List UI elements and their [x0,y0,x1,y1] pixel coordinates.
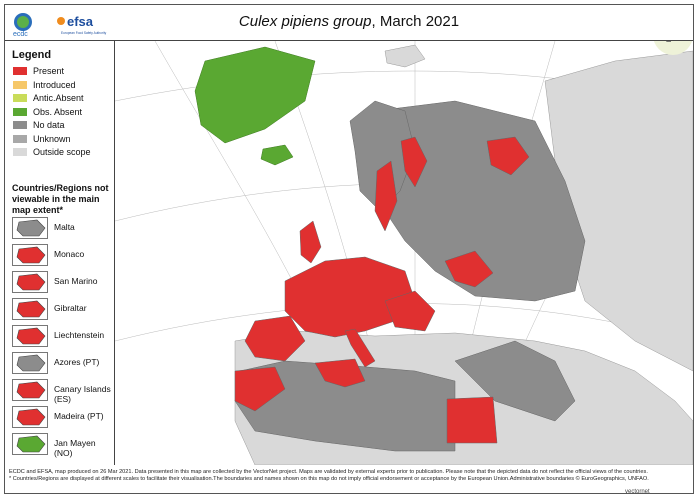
legend-item-introduced: Introduced [13,79,76,91]
extent-item-canary-islands-es: Canary Islands (ES) [12,379,112,404]
expand-button[interactable] [653,41,693,55]
legend-item-present: Present [13,65,64,77]
legend-label: Introduced [33,79,76,90]
extent-label: Jan Mayen (NO) [54,438,96,458]
legend-label: Unknown [33,133,71,144]
nodata-middle-east [454,340,576,422]
present-morocco [234,366,286,412]
extent-item-jan-mayen-no: Jan Mayen (NO) [12,433,112,458]
extent-label: Madeira (PT) [54,411,104,421]
legend-swatch [13,148,27,156]
extent-item-azores-pt: Azores (PT) [12,352,112,374]
extent-thumbnail [12,244,48,266]
legend-swatch [13,67,27,75]
extent-label: Azores (PT) [54,357,100,367]
present-finland [400,136,428,188]
map-canvas[interactable] [115,41,693,465]
present-iberia [244,315,306,362]
legend-swatch [13,121,27,129]
europe-map [115,41,693,465]
footer-line2: * Countries/Regions are displayed at dif… [9,476,649,482]
extent-title: Countries/Regions not viewable in the ma… [12,183,109,215]
expand-icon [666,41,671,42]
present-north-russia [486,136,530,176]
extent-thumbnail [12,406,48,428]
extent-thumbnail [12,298,48,320]
legend-item-no-data: No data [13,119,65,131]
extent-item-san-marino: San Marino [12,271,112,293]
extent-label: Canary Islands (ES) [54,384,111,404]
legend-title: Legend [12,49,52,61]
extent-item-malta: Malta [12,217,112,239]
extent-thumbnail [12,217,48,239]
svg-text:ecdc: ecdc [13,31,28,37]
extent-item-monaco: Monaco [12,244,112,266]
svalbard [384,44,426,68]
extent-label: Malta [54,222,75,232]
svg-text:European Food Safety Authority: European Food Safety Authority [61,31,107,35]
extent-thumbnail [12,325,48,347]
title-species: Culex pipiens group [238,13,372,30]
legend-label: Present [33,66,65,76]
present-balkans [384,290,436,332]
ecdc-logo: ecdc [13,13,32,37]
footer-line1: ECDC and EFSA, map produced on 26 Mar 20… [9,469,648,475]
legend-item-antic-absent: Antic.Absent [13,92,84,104]
legend-swatch [13,94,27,102]
extent-thumbnail [12,433,48,455]
nodata-scandinavia [349,100,416,212]
present-egypt [446,396,498,444]
efsa-logo: efsa European Food Safety Authority [57,14,107,35]
present-italy [344,328,376,368]
svg-text:efsa: efsa [67,14,94,29]
legend-item-unknown: Unknown [13,133,71,145]
extent-thumbnail [12,379,48,401]
legend-swatch [13,80,27,89]
legend-label: Outside scope [33,147,91,157]
legend-swatch [13,134,27,143]
map-title: Culex pipiens group, March 2021 [5,13,693,30]
map-header: ecdc efsa European Food Safety Authority… [5,5,693,41]
present-uk [299,220,322,264]
legend-label: Obs. Absent [33,106,83,117]
present-sweden [374,160,398,232]
extent-label: Monaco [54,249,85,259]
vectornet-logo: vectornet [625,489,650,495]
greenland [194,46,316,144]
present-ukraine [444,250,494,288]
extent-label: Liechtenstein [54,330,105,340]
extent-thumbnail [12,271,48,293]
extent-item-gibraltar: Gibraltar [12,298,112,320]
legend-item-outside-scope: Outside scope [13,146,91,158]
extent-item-liechtenstein: Liechtenstein [12,325,112,347]
extent-label: Gibraltar [54,303,87,313]
legend-label: Antic.Absent [33,93,84,103]
map-footer: ECDC and EFSA, map produced on 26 Mar 20… [9,469,693,483]
extent-label: San Marino [54,276,98,286]
title-date: , March 2021 [371,13,460,30]
legend-panel: Legend Present Introduced Antic.Absent Obs.… [5,41,115,465]
logos: ecdc efsa European Food Safety Authority [11,11,115,37]
legend-swatch [13,107,27,116]
map-frame: ecdc efsa European Food Safety Authority… [4,4,694,495]
extent-thumbnail [12,352,48,374]
extent-item-madeira-pt: Madeira (PT) [12,406,112,428]
legend-label: No data [33,120,65,130]
present-maghreb [314,358,366,388]
legend-item-obs-absent: Obs. Absent [13,106,82,118]
iceland [260,144,294,166]
